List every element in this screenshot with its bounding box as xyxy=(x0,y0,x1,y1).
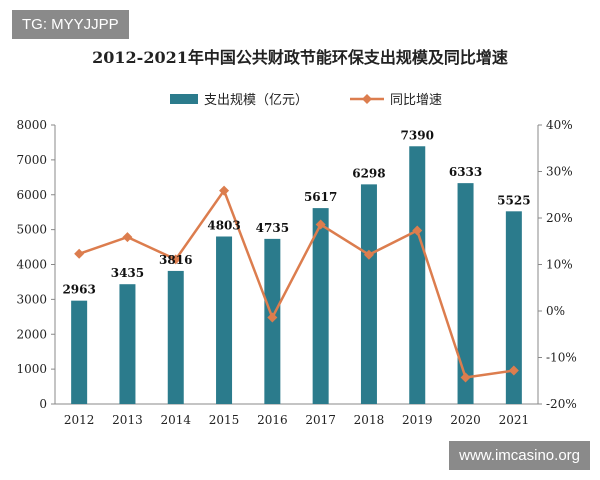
left-tick-label: 8000 xyxy=(16,118,47,132)
x-tick-label: 2012 xyxy=(64,413,95,427)
chart-title: 2012-2021年中国公共财政节能环保支出规模及同比增速 xyxy=(92,48,508,67)
growth-marker xyxy=(170,254,181,265)
right-tick-label: 20% xyxy=(546,211,573,225)
x-tick-label: 2019 xyxy=(402,413,433,427)
x-tick-label: 2017 xyxy=(305,413,336,427)
legend-bar-swatch xyxy=(170,94,198,104)
right-tick-label: 30% xyxy=(546,165,573,179)
bar-data-label: 3816 xyxy=(159,253,192,267)
right-tick-label: 40% xyxy=(546,118,573,132)
bar xyxy=(505,211,522,404)
growth-marker xyxy=(219,185,230,196)
bar xyxy=(119,284,136,404)
growth-marker xyxy=(363,249,374,260)
legend-bar-label: 支出规模（亿元） xyxy=(204,93,308,108)
bar-data-label: 4735 xyxy=(256,221,289,235)
bar xyxy=(71,300,88,404)
growth-marker xyxy=(122,232,133,243)
x-tick-label: 2021 xyxy=(499,413,530,427)
left-tick-label: 7000 xyxy=(16,153,47,167)
bar-data-label: 7390 xyxy=(401,128,434,142)
growth-marker xyxy=(315,219,326,230)
left-tick-label: 0 xyxy=(39,397,47,411)
bar-data-label: 2963 xyxy=(62,283,95,297)
growth-marker xyxy=(508,365,519,376)
growth-marker xyxy=(267,312,278,323)
left-tick-label: 3000 xyxy=(16,292,47,306)
bar xyxy=(409,146,426,404)
growth-marker xyxy=(412,225,423,236)
left-tick-label: 5000 xyxy=(16,223,47,237)
bar-data-label: 5617 xyxy=(304,190,337,204)
x-tick-label: 2015 xyxy=(209,413,240,427)
left-tick-label: 6000 xyxy=(16,188,47,202)
x-tick-label: 2020 xyxy=(450,413,481,427)
legend-line-label: 同比增速 xyxy=(390,93,442,108)
bar-data-label: 6298 xyxy=(352,166,385,180)
watermark-top-left: TG: MYYJJPP xyxy=(12,10,129,39)
left-tick-label: 1000 xyxy=(16,362,47,376)
x-tick-label: 2014 xyxy=(160,413,191,427)
x-tick-label: 2018 xyxy=(354,413,385,427)
right-tick-label: 0% xyxy=(546,304,565,318)
bar xyxy=(360,184,377,404)
bar xyxy=(216,236,233,404)
growth-marker xyxy=(460,372,471,383)
growth-line xyxy=(78,187,515,379)
bar-data-label: 3435 xyxy=(111,266,144,280)
x-tick-label: 2016 xyxy=(257,413,288,427)
right-tick-label: -10% xyxy=(546,351,577,365)
left-tick-label: 2000 xyxy=(16,327,47,341)
bar xyxy=(312,208,329,404)
right-tick-label: 10% xyxy=(546,258,573,272)
bar xyxy=(167,270,184,404)
left-tick-label: 4000 xyxy=(16,258,47,272)
x-tick-label: 2013 xyxy=(112,413,143,427)
watermark-bottom-right: www.imcasino.org xyxy=(449,441,590,470)
right-tick-label: -20% xyxy=(546,397,577,411)
bar-data-label: 5525 xyxy=(497,193,530,207)
growth-marker xyxy=(74,248,85,259)
bar xyxy=(457,183,474,404)
bar-data-label: 4803 xyxy=(207,218,240,232)
bar-data-label: 6333 xyxy=(449,165,482,179)
legend-line-marker xyxy=(362,94,372,104)
